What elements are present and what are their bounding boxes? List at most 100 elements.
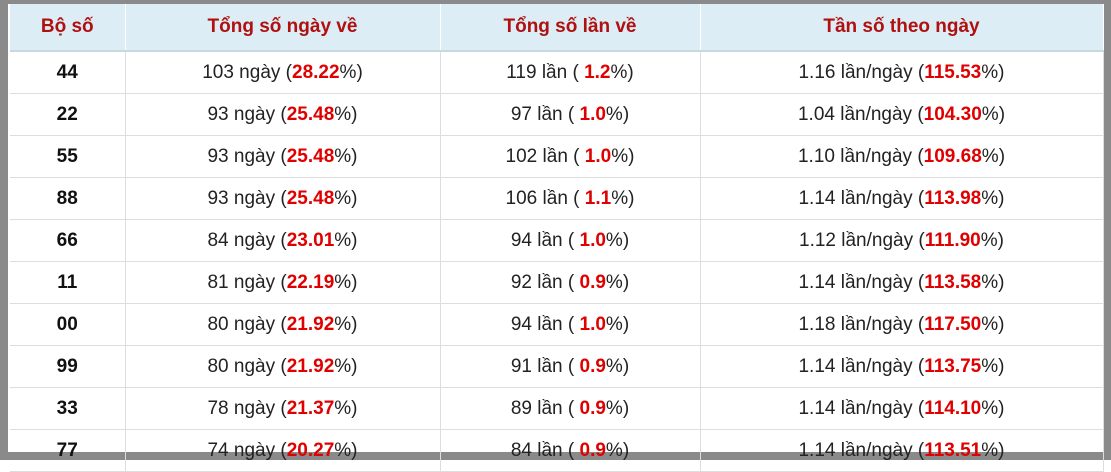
percent: 0.9 — [579, 271, 606, 293]
text: 106 lần ( — [505, 187, 585, 209]
text: 81 ngày ( — [207, 271, 287, 293]
text: %) — [981, 61, 1005, 83]
text: %) — [605, 229, 630, 251]
text: %) — [611, 145, 635, 167]
text: 89 lần ( — [510, 397, 580, 419]
percent: 113.51 — [924, 439, 982, 461]
percent: 115.53 — [924, 61, 982, 83]
text: %) — [981, 355, 1005, 377]
tanso-cell: 1.18 lần/ngày (117.50%) — [700, 303, 1104, 346]
text: %) — [981, 271, 1005, 293]
percent: 25.48 — [286, 103, 335, 125]
text: 1.14 lần/ngày ( — [798, 355, 925, 377]
text: %) — [605, 313, 630, 335]
text: %) — [611, 187, 635, 209]
table-row: 55 93 ngày (25.48%) 102 lần ( 1.0%) 1.10 lầ… — [10, 135, 1104, 178]
text: 84 ngày ( — [207, 229, 287, 251]
text: %) — [334, 355, 358, 377]
bo-cell: 55 — [10, 135, 126, 178]
bo-cell: 88 — [10, 177, 126, 220]
percent: 109.68 — [923, 145, 982, 167]
lan-cell: 94 lần ( 1.0%) — [440, 219, 701, 262]
text: 78 ngày ( — [207, 397, 287, 419]
text: %) — [334, 187, 358, 209]
text: 92 lần ( — [510, 271, 580, 293]
percent: 28.22 — [292, 61, 340, 83]
text: 1.04 lần/ngày ( — [797, 103, 924, 125]
percent: 113.98 — [924, 187, 982, 209]
bo-cell: 22 — [10, 93, 126, 136]
header-cell: Tổng số lần về — [440, 4, 701, 52]
percent: 20.27 — [286, 439, 335, 461]
text: %) — [339, 61, 363, 83]
tanso-cell: 1.14 lần/ngày (114.10%) — [700, 387, 1104, 430]
percent: 25.48 — [286, 187, 335, 209]
lan-cell: 89 lần ( 0.9%) — [440, 387, 701, 430]
text: %) — [610, 61, 634, 83]
text: %) — [981, 439, 1005, 461]
tanso-cell: 1.14 lần/ngày (113.58%) — [700, 261, 1104, 304]
percent: 1.0 — [584, 145, 612, 167]
text: 80 ngày ( — [207, 355, 287, 377]
text: 1.14 lần/ngày ( — [798, 439, 925, 461]
ngay-cell: 93 ngày (25.48%) — [125, 177, 441, 220]
table-row: 11 81 ngày (22.19%) 92 lần ( 0.9%) 1.14 lần… — [10, 261, 1104, 304]
tanso-cell: 1.10 lần/ngày (109.68%) — [700, 135, 1104, 178]
text: %) — [605, 439, 630, 461]
ngay-cell: 80 ngày (21.92%) — [125, 345, 441, 388]
table-row: 44 103 ngày (28.22%) 119 lần ( 1.2%) 1.16 l… — [10, 51, 1104, 94]
text: 1.10 lần/ngày ( — [797, 145, 924, 167]
bo-cell: 44 — [10, 51, 126, 94]
lan-cell: 119 lần ( 1.2%) — [440, 51, 701, 94]
lan-cell: 92 lần ( 0.9%) — [440, 261, 701, 304]
tanso-cell: 1.12 lần/ngày (111.90%) — [700, 219, 1104, 262]
percent: 117.50 — [924, 313, 982, 335]
lan-cell: 106 lần ( 1.1%) — [440, 177, 701, 220]
percent: 21.92 — [286, 313, 335, 335]
text: 1.18 lần/ngày ( — [798, 313, 925, 335]
header-cell: Bộ số — [10, 4, 126, 52]
text: %) — [334, 313, 358, 335]
percent: 104.30 — [923, 103, 982, 125]
percent: 0.9 — [579, 355, 606, 377]
text: 102 lần ( — [505, 145, 585, 167]
header-row: Bộ số Tổng số ngày về Tổng số lần về Tần số… — [10, 4, 1104, 52]
table-row: 66 84 ngày (23.01%) 94 lần ( 1.0%) 1.12 lần… — [10, 219, 1104, 262]
stats-table: Bộ số Tổng số ngày về Tổng số lần về Tần số… — [10, 4, 1104, 472]
percent: 113.75 — [924, 355, 982, 377]
bo-cell: 99 — [10, 345, 126, 388]
table-row: 99 80 ngày (21.92%) 91 lần ( 0.9%) 1.14 lần… — [10, 345, 1104, 388]
text: 93 ngày ( — [207, 145, 287, 167]
text: 119 lần ( — [506, 61, 585, 83]
text: 94 lần ( — [510, 313, 580, 335]
percent: 0.9 — [579, 439, 606, 461]
percent: 113.58 — [924, 271, 982, 293]
text: 103 ngày ( — [202, 61, 292, 83]
text: 91 lần ( — [510, 355, 580, 377]
bo-cell: 77 — [10, 429, 126, 472]
ngay-cell: 103 ngày (28.22%) — [125, 51, 441, 94]
tanso-cell: 1.16 lần/ngày (115.53%) — [700, 51, 1104, 94]
header-cell: Tổng số ngày về — [125, 4, 441, 52]
ngay-cell: 81 ngày (22.19%) — [125, 261, 441, 304]
text: %) — [334, 145, 358, 167]
table-row: 00 80 ngày (21.92%) 94 lần ( 1.0%) 1.18 lần… — [10, 303, 1104, 346]
text: %) — [605, 103, 630, 125]
bo-cell: 66 — [10, 219, 126, 262]
percent: 23.01 — [286, 229, 335, 251]
percent: 111.90 — [924, 229, 981, 251]
text: %) — [334, 229, 358, 251]
ngay-cell: 78 ngày (21.37%) — [125, 387, 441, 430]
lan-cell: 94 lần ( 1.0%) — [440, 303, 701, 346]
percent: 1.0 — [579, 313, 606, 335]
text: 74 ngày ( — [207, 439, 287, 461]
tanso-cell: 1.04 lần/ngày (104.30%) — [700, 93, 1104, 136]
table-row: 88 93 ngày (25.48%) 106 lần ( 1.1%) 1.14 lầ… — [10, 177, 1104, 220]
text: 1.14 lần/ngày ( — [798, 271, 925, 293]
text: %) — [981, 187, 1005, 209]
header-cell: Tần số theo ngày — [700, 4, 1104, 52]
lan-cell: 97 lần ( 1.0%) — [440, 93, 701, 136]
tanso-cell: 1.14 lần/ngày (113.98%) — [700, 177, 1104, 220]
percent: 1.2 — [584, 61, 611, 83]
ngay-cell: 74 ngày (20.27%) — [125, 429, 441, 472]
